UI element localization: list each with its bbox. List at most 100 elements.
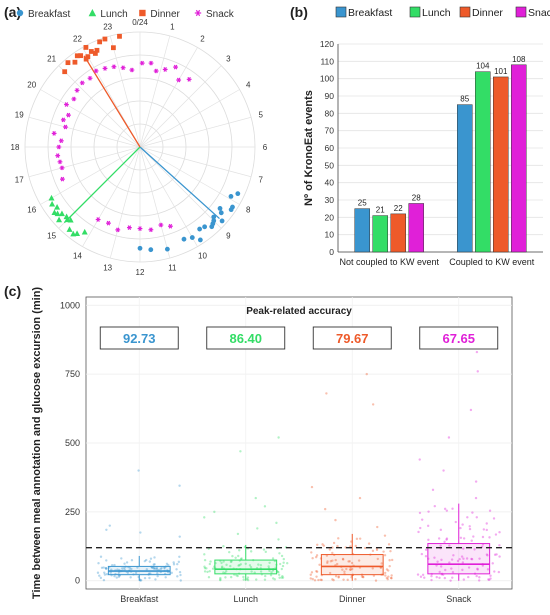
point-dinner [390, 558, 394, 562]
point-dinner [365, 372, 368, 376]
point-dinner [83, 45, 89, 50]
point-breakfast [197, 226, 203, 232]
point-breakfast [97, 561, 100, 565]
point-snack-stroke [106, 220, 111, 226]
point-snack-stroke [80, 80, 84, 86]
point-snack-stroke [149, 60, 153, 66]
accuracy-label-dinner: 79.67 [336, 331, 369, 346]
point-snack-stroke [59, 138, 63, 144]
point-breakfast [172, 563, 176, 566]
point-breakfast [189, 235, 195, 240]
point-breakfast [202, 224, 208, 230]
point-snack-stroke [130, 67, 134, 73]
accuracy-label-lunch: 86.40 [229, 331, 262, 346]
grid-spoke [139, 146, 198, 247]
legend-item-breakfast: Breakfast [335, 6, 392, 19]
point-lunch [224, 576, 227, 579]
point-snack [468, 525, 471, 528]
data-label-breakfast: 25 [358, 199, 367, 208]
grid-spoke [109, 35, 141, 148]
point-snack [51, 131, 57, 136]
point-dinner [315, 554, 319, 557]
point-lunch [278, 576, 281, 579]
point-dinner [322, 544, 326, 547]
point-breakfast [178, 555, 181, 558]
point-breakfast [98, 574, 101, 577]
inset-title: Peak-related accuracy [246, 306, 352, 317]
y-axis-title: Time between meal annotation and glucose… [31, 287, 43, 599]
hour-label-1: 1 [170, 22, 175, 31]
box-group-snack: 67.65 [416, 326, 501, 582]
point-dinner [78, 53, 84, 59]
point-snack [461, 523, 464, 526]
y-tick-label: 70 [325, 126, 335, 136]
point-snack [60, 176, 65, 182]
point-breakfast [145, 558, 148, 562]
data-label-dinner: 22 [394, 204, 403, 213]
point-snack [482, 528, 486, 531]
point-breakfast [228, 207, 234, 213]
point-snack-stroke [63, 124, 68, 130]
point-snack [443, 576, 447, 580]
hour-label-16: 16 [27, 206, 36, 215]
bar-dinner [493, 76, 509, 253]
point-snack [454, 520, 457, 524]
point-breakfast [156, 571, 159, 575]
point-lunch [205, 567, 208, 570]
point-snack [162, 67, 168, 72]
point-breakfast [103, 573, 107, 576]
point-snack [481, 535, 485, 539]
point-breakfast [179, 573, 182, 577]
point-snack [451, 507, 454, 510]
point-snack [445, 509, 449, 512]
point-lunch [236, 574, 239, 578]
point-breakfast [123, 562, 126, 565]
point-lunch [270, 571, 273, 574]
point-dinner [382, 550, 385, 553]
point-snack [449, 579, 452, 582]
legend-marker-snack [194, 9, 202, 17]
point-lunch [259, 564, 263, 567]
point-snack [493, 570, 496, 573]
legend-item-lunch: Lunch [409, 6, 451, 19]
point-snack [440, 558, 443, 562]
point-breakfast [149, 572, 152, 575]
point-dinner [350, 561, 354, 565]
point-lunch [286, 562, 289, 565]
bar-chart: Breakfast Lunch Dinner Snack 0 10 20 30 40 50 60 70… [303, 6, 550, 267]
x-tick-label: Not coupled to KW event [339, 257, 439, 267]
point-lunch [237, 554, 240, 558]
point-lunch [275, 521, 278, 525]
point-dinner [383, 534, 387, 537]
legend-label-lunch: Lunch [100, 9, 127, 20]
point-breakfast [139, 531, 142, 534]
point-snack [79, 80, 85, 86]
point-snack-stroke [96, 217, 100, 222]
y-tick-label: 40 [325, 178, 335, 188]
point-snack [56, 144, 62, 150]
point-breakfast [164, 576, 167, 579]
point-dinner [371, 567, 374, 570]
hour-label-22: 22 [73, 35, 82, 44]
hour-label-19: 19 [15, 111, 24, 120]
point-snack [421, 573, 425, 577]
point-snack [468, 527, 472, 531]
panel-label-c: (c) [4, 283, 21, 299]
point-snack [433, 556, 436, 559]
point-dinner [337, 575, 340, 578]
box-chart: 0 250 500 750 1000 Time between meal annotati… [31, 287, 513, 604]
point-snack [168, 223, 173, 229]
point-lunch [222, 560, 225, 563]
point-dinner [390, 574, 393, 577]
point-lunch [271, 577, 275, 580]
point-lunch [203, 567, 207, 570]
point-snack [462, 547, 465, 550]
point-snack [476, 568, 479, 571]
point-breakfast [172, 561, 175, 564]
point-snack [55, 153, 61, 159]
point-lunch [280, 576, 283, 579]
point-snack-stroke [163, 67, 167, 72]
polar-grid [24, 31, 256, 263]
point-lunch [56, 216, 63, 223]
accuracy-label-breakfast: 92.73 [123, 331, 156, 346]
